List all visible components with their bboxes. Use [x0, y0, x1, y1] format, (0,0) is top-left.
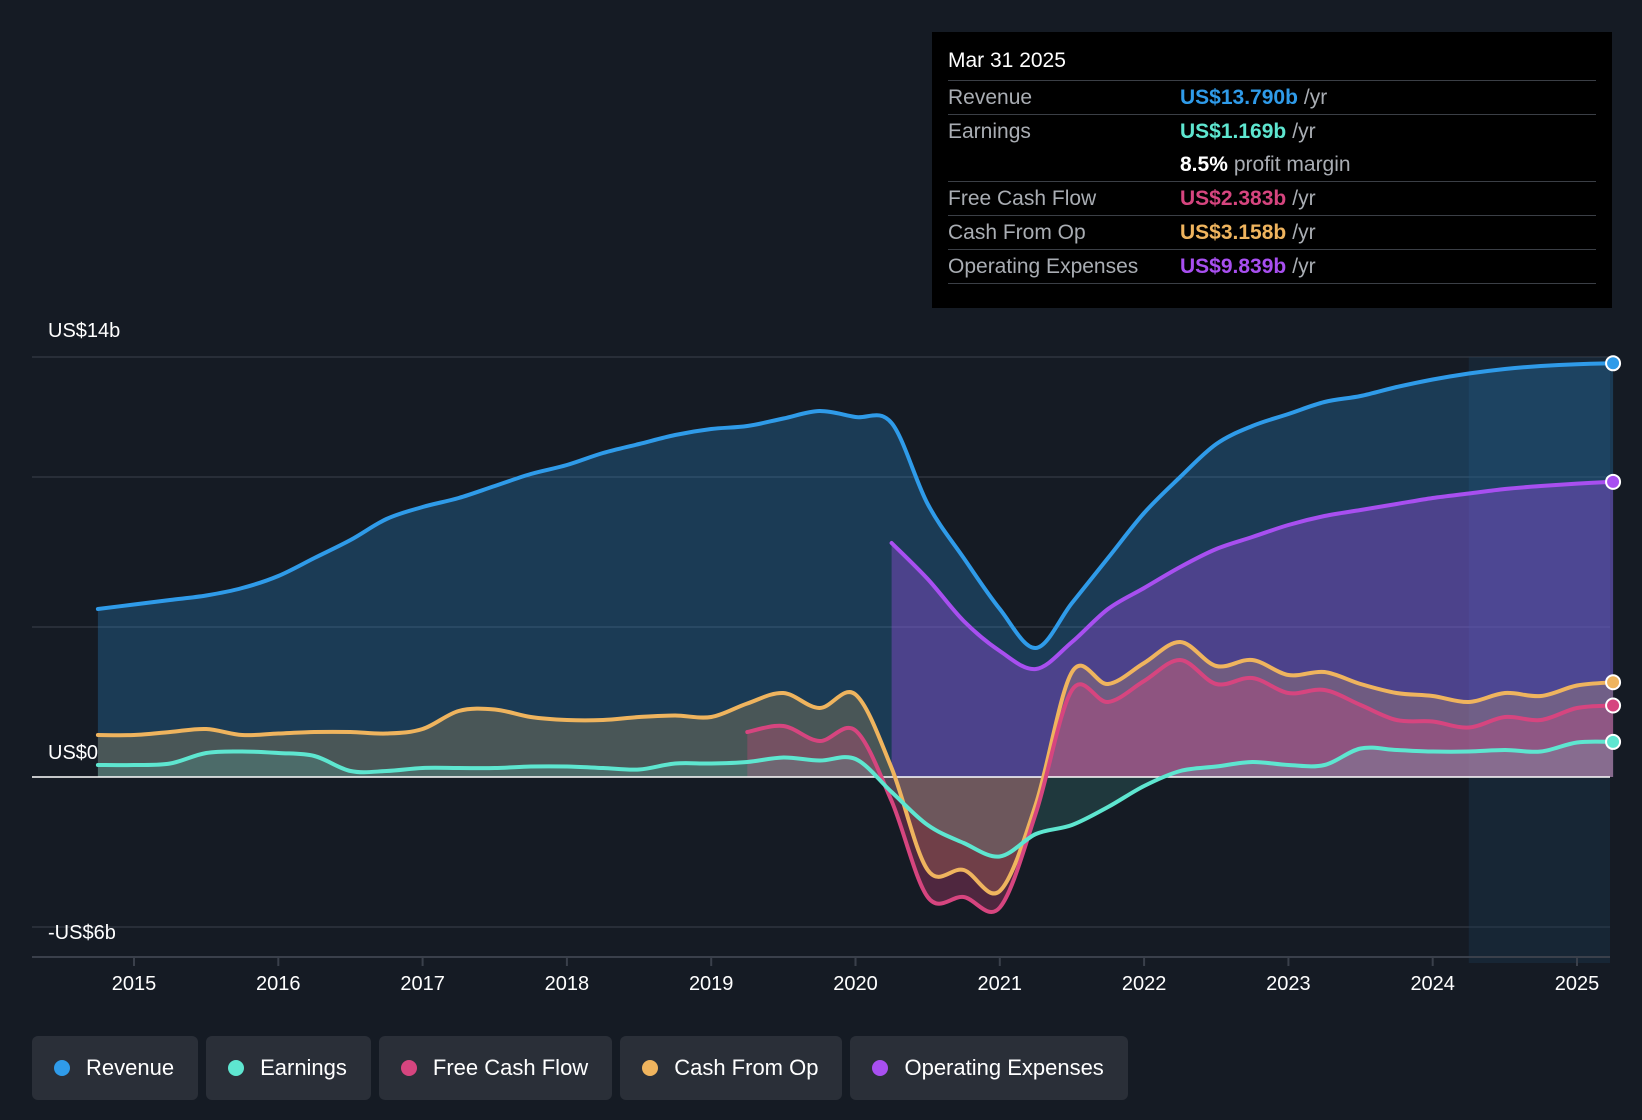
tooltip-value: US$13.790b [1180, 86, 1298, 109]
marker-earnings [1605, 733, 1622, 750]
legend-dot-icon [54, 1060, 70, 1076]
tooltip-unit: /yr [1292, 187, 1316, 210]
tooltip-unit: /yr [1292, 221, 1316, 244]
x-tick-label: 2025 [1555, 973, 1600, 995]
x-tick-label: 2024 [1410, 973, 1455, 995]
tooltip-row: 8.5% profit margin [948, 148, 1596, 181]
x-tick-label: 2017 [400, 973, 445, 995]
tooltip-value: US$2.383b [1180, 187, 1287, 210]
legend-label: Revenue [86, 1055, 175, 1080]
legend-label: Operating Expenses [904, 1055, 1104, 1080]
line-earnings [95, 739, 1616, 859]
tooltip-row: Cash From Op US$3.158b/yr [948, 215, 1596, 249]
tooltip-divider [948, 283, 1596, 284]
y-tick-label: US$0 [48, 742, 99, 764]
tooltip-label: Revenue [948, 86, 1033, 109]
x-tick-label: 2019 [689, 973, 734, 995]
legend-label: Free Cash Flow [432, 1055, 589, 1080]
x-tick-label: 2021 [978, 973, 1023, 995]
marker-cash-from-op [1605, 674, 1622, 691]
chart-svg: 2015 2016 2017 2018 2019 2020 2021 2022 2023 2024… [32, 355, 1622, 995]
legend: Revenue Earnings Free Cash Flow Cash From O… [32, 1036, 1128, 1100]
area-earnings [97, 741, 1614, 857]
data-tooltip: Mar 31 2025 Revenue US$13.790b/yr Earnings… [932, 32, 1612, 308]
line-cash-from-op [95, 640, 1616, 896]
x-tick-label: 2018 [545, 973, 590, 995]
line-free-cash-flow [745, 658, 1616, 914]
tooltip-unit: /yr [1292, 255, 1316, 278]
tooltip-unit: profit margin [1233, 153, 1351, 176]
y-tick-label: US$14b [48, 320, 121, 342]
x-tick-label: 2015 [112, 973, 157, 995]
line-revenue [95, 361, 1616, 650]
marker-revenue [1605, 355, 1622, 372]
tooltip-unit: /yr [1303, 86, 1328, 109]
legend-item-earnings[interactable]: Earnings [206, 1036, 371, 1100]
tooltip-row: Earnings US$1.169b/yr [948, 114, 1596, 148]
legend-item-cash-from-op[interactable]: Cash From Op [620, 1036, 843, 1100]
tooltip-row: Operating Expenses US$9.839b/yr [948, 249, 1596, 283]
tooltip-value: US$3.158b [1180, 221, 1287, 244]
tooltip-row: Free Cash Flow US$2.383b/yr [948, 181, 1596, 215]
line-operating-expenses [889, 479, 1616, 672]
tooltip-row: Revenue US$13.790b/yr [948, 80, 1596, 114]
tooltip-value: US$1.169b [1180, 120, 1287, 143]
legend-item-free-cash-flow[interactable]: Free Cash Flow [378, 1036, 613, 1100]
area-operating-expenses [891, 481, 1614, 777]
legend-dot-icon [872, 1060, 889, 1076]
legend-label: Earnings [260, 1055, 347, 1080]
tooltip-label: Operating Expenses [948, 255, 1139, 278]
area-free-cash-flow [747, 659, 1614, 913]
tooltip-value: US$9.839b [1180, 255, 1287, 278]
tooltip-label [948, 148, 1180, 181]
legend-dot-icon [400, 1060, 417, 1076]
recent-period-shade [1468, 357, 1610, 963]
legend-dot-icon [642, 1060, 659, 1076]
tooltip-label: Earnings [948, 120, 1031, 143]
x-tick-label: 2022 [1122, 973, 1167, 995]
area-cash-from-op [97, 641, 1614, 894]
tooltip-label: Cash From Op [948, 221, 1086, 244]
tooltip-unit: /yr [1292, 120, 1316, 143]
marker-free-cash-flow [1605, 697, 1622, 714]
legend-item-operating-expenses[interactable]: Operating Expenses [850, 1036, 1128, 1100]
x-tick-label: 2023 [1266, 973, 1311, 995]
area-revenue [97, 363, 1614, 777]
tooltip-date: Mar 31 2025 [948, 49, 1066, 72]
legend-dot-icon [228, 1060, 245, 1076]
legend-item-revenue[interactable]: Revenue [32, 1036, 199, 1100]
tooltip-label: Free Cash Flow [948, 187, 1097, 210]
y-tick-label: -US$6b [48, 922, 116, 944]
x-tick-label: 2016 [256, 973, 301, 995]
marker-operating-expenses [1605, 473, 1622, 490]
legend-label: Cash From Op [674, 1055, 819, 1080]
x-tick-label: 2020 [833, 973, 878, 995]
tooltip-value: 8.5% [1180, 153, 1228, 176]
